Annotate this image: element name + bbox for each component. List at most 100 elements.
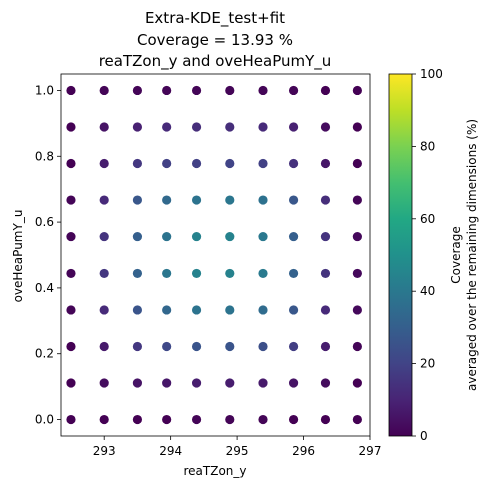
data-point	[258, 414, 268, 425]
data-point	[66, 231, 76, 242]
data-point	[132, 195, 143, 205]
colorbar	[388, 73, 413, 437]
colorbar-tick-label: 100	[420, 67, 443, 81]
data-point	[99, 341, 109, 352]
data-point	[191, 195, 202, 205]
data-point	[66, 268, 76, 279]
data-point	[66, 378, 76, 388]
data-point	[352, 378, 362, 388]
data-point	[258, 122, 268, 132]
data-point	[258, 195, 268, 205]
data-point	[99, 305, 109, 315]
data-point	[352, 305, 362, 315]
chart-title-line-1: Extra-KDE_test+fit	[145, 9, 285, 28]
data-point	[191, 85, 202, 96]
data-point	[162, 305, 172, 315]
colorbar-ticks: 0 20 40 60 80 100	[412, 67, 443, 443]
data-point	[191, 231, 202, 242]
y-tick-label: 1.0	[35, 83, 54, 97]
data-point	[66, 341, 76, 352]
data-point	[191, 158, 202, 169]
plot-frame	[60, 73, 371, 437]
data-point	[288, 268, 299, 279]
data-point	[288, 231, 299, 242]
data-point	[225, 268, 235, 279]
data-point	[191, 268, 202, 279]
x-axis: 293 294 295 296 297	[93, 436, 382, 458]
data-point	[320, 414, 331, 425]
data-point	[352, 268, 362, 279]
data-point	[225, 378, 235, 388]
y-tick-label: 0.4	[35, 281, 54, 295]
data-point	[162, 341, 172, 352]
colorbar-tick-label: 80	[420, 139, 435, 153]
chart-title-line-2: Coverage = 13.93 %	[137, 31, 293, 49]
data-point	[132, 341, 143, 352]
data-point	[162, 231, 172, 242]
data-point	[66, 414, 76, 425]
data-point	[99, 231, 109, 242]
data-point	[191, 305, 202, 315]
data-points	[66, 85, 362, 425]
data-point	[352, 195, 362, 205]
x-tick-label: 297	[359, 444, 382, 458]
data-point	[352, 85, 362, 96]
data-point	[320, 378, 331, 388]
chart-title-line-3: reaTZon_y and oveHeaPumY_u	[99, 52, 332, 71]
data-point	[132, 268, 143, 279]
data-point	[320, 268, 331, 279]
x-tick-label: 294	[159, 444, 182, 458]
colorbar-tick-label: 20	[420, 357, 435, 371]
data-point	[352, 158, 362, 169]
y-axis-label: oveHeaPumY_u	[11, 210, 25, 303]
data-point	[225, 195, 235, 205]
data-point	[225, 414, 235, 425]
data-point	[320, 231, 331, 242]
data-point	[258, 85, 268, 96]
data-point	[132, 122, 143, 132]
data-point	[66, 158, 76, 169]
data-point	[288, 122, 299, 132]
data-point	[162, 158, 172, 169]
colorbar-gradient	[388, 73, 413, 437]
x-tick-label: 295	[226, 444, 249, 458]
data-point	[352, 231, 362, 242]
data-point	[288, 341, 299, 352]
data-point	[320, 195, 331, 205]
data-point	[225, 231, 235, 242]
data-point	[320, 122, 331, 132]
data-point	[258, 158, 268, 169]
data-point	[352, 122, 362, 132]
data-point	[320, 85, 331, 96]
data-point	[99, 268, 109, 279]
data-point	[258, 305, 268, 315]
data-point	[99, 195, 109, 205]
y-tick-label: 0.0	[35, 413, 54, 427]
data-point	[99, 122, 109, 132]
data-point	[225, 122, 235, 132]
data-point	[132, 305, 143, 315]
data-point	[288, 414, 299, 425]
data-point	[99, 378, 109, 388]
colorbar-tick-label: 0	[420, 429, 428, 443]
colorbar-tick-label: 40	[420, 284, 435, 298]
data-point	[99, 85, 109, 96]
colorbar-label-line-1: Coverage	[449, 226, 463, 284]
data-point	[258, 231, 268, 242]
y-axis: 0.0 0.2 0.4 0.6 0.8 1.0	[35, 83, 61, 427]
data-point	[66, 122, 76, 132]
x-tick-label: 296	[292, 444, 315, 458]
data-point	[225, 341, 235, 352]
data-point	[258, 378, 268, 388]
colorbar-label-line-2: averaged over the remaining dimensions (…	[465, 119, 479, 391]
y-tick-label: 0.6	[35, 215, 54, 229]
data-point	[320, 341, 331, 352]
data-point	[288, 305, 299, 315]
data-point	[225, 158, 235, 169]
data-point	[258, 268, 268, 279]
data-point	[288, 85, 299, 96]
data-point	[225, 305, 235, 315]
data-point	[66, 85, 76, 96]
data-point	[162, 195, 172, 205]
